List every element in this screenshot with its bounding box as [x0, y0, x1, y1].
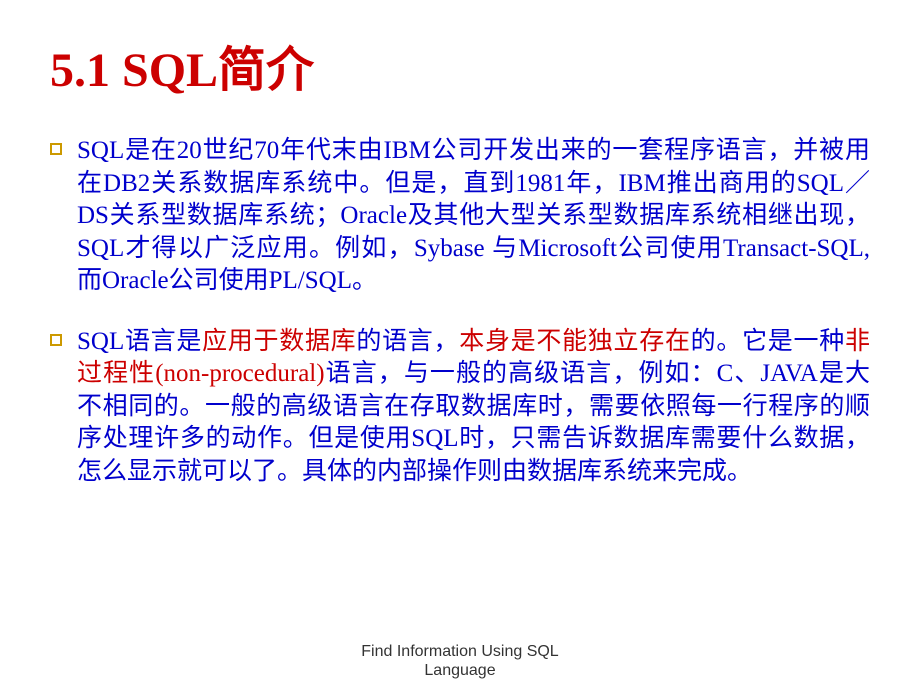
- bullet-marker-icon: [50, 143, 62, 155]
- bullet-text-1: SQL是在20世纪70年代末由IBM公司开发出来的一套程序语言，并被用在DB2关…: [77, 135, 870, 298]
- slide-footer: Find Information Using SQL Language: [0, 642, 920, 680]
- bullet-text-2: SQL语言是应用于数据库的语言，本身是不能独立存在的。它是一种非过程性(non-…: [77, 326, 870, 489]
- bullet-item-1: SQL是在20世纪70年代末由IBM公司开发出来的一套程序语言，并被用在DB2关…: [50, 135, 870, 298]
- slide-title: 5.1 SQL简介: [50, 30, 870, 100]
- footer-line-1: Find Information Using SQL: [0, 642, 920, 661]
- bullet-item-2: SQL语言是应用于数据库的语言，本身是不能独立存在的。它是一种非过程性(non-…: [50, 326, 870, 489]
- slide-container: 5.1 SQL简介 SQL是在20世纪70年代末由IBM公司开发出来的一套程序语…: [0, 0, 920, 690]
- footer-line-2: Language: [0, 661, 920, 680]
- bullet-marker-icon: [50, 334, 62, 346]
